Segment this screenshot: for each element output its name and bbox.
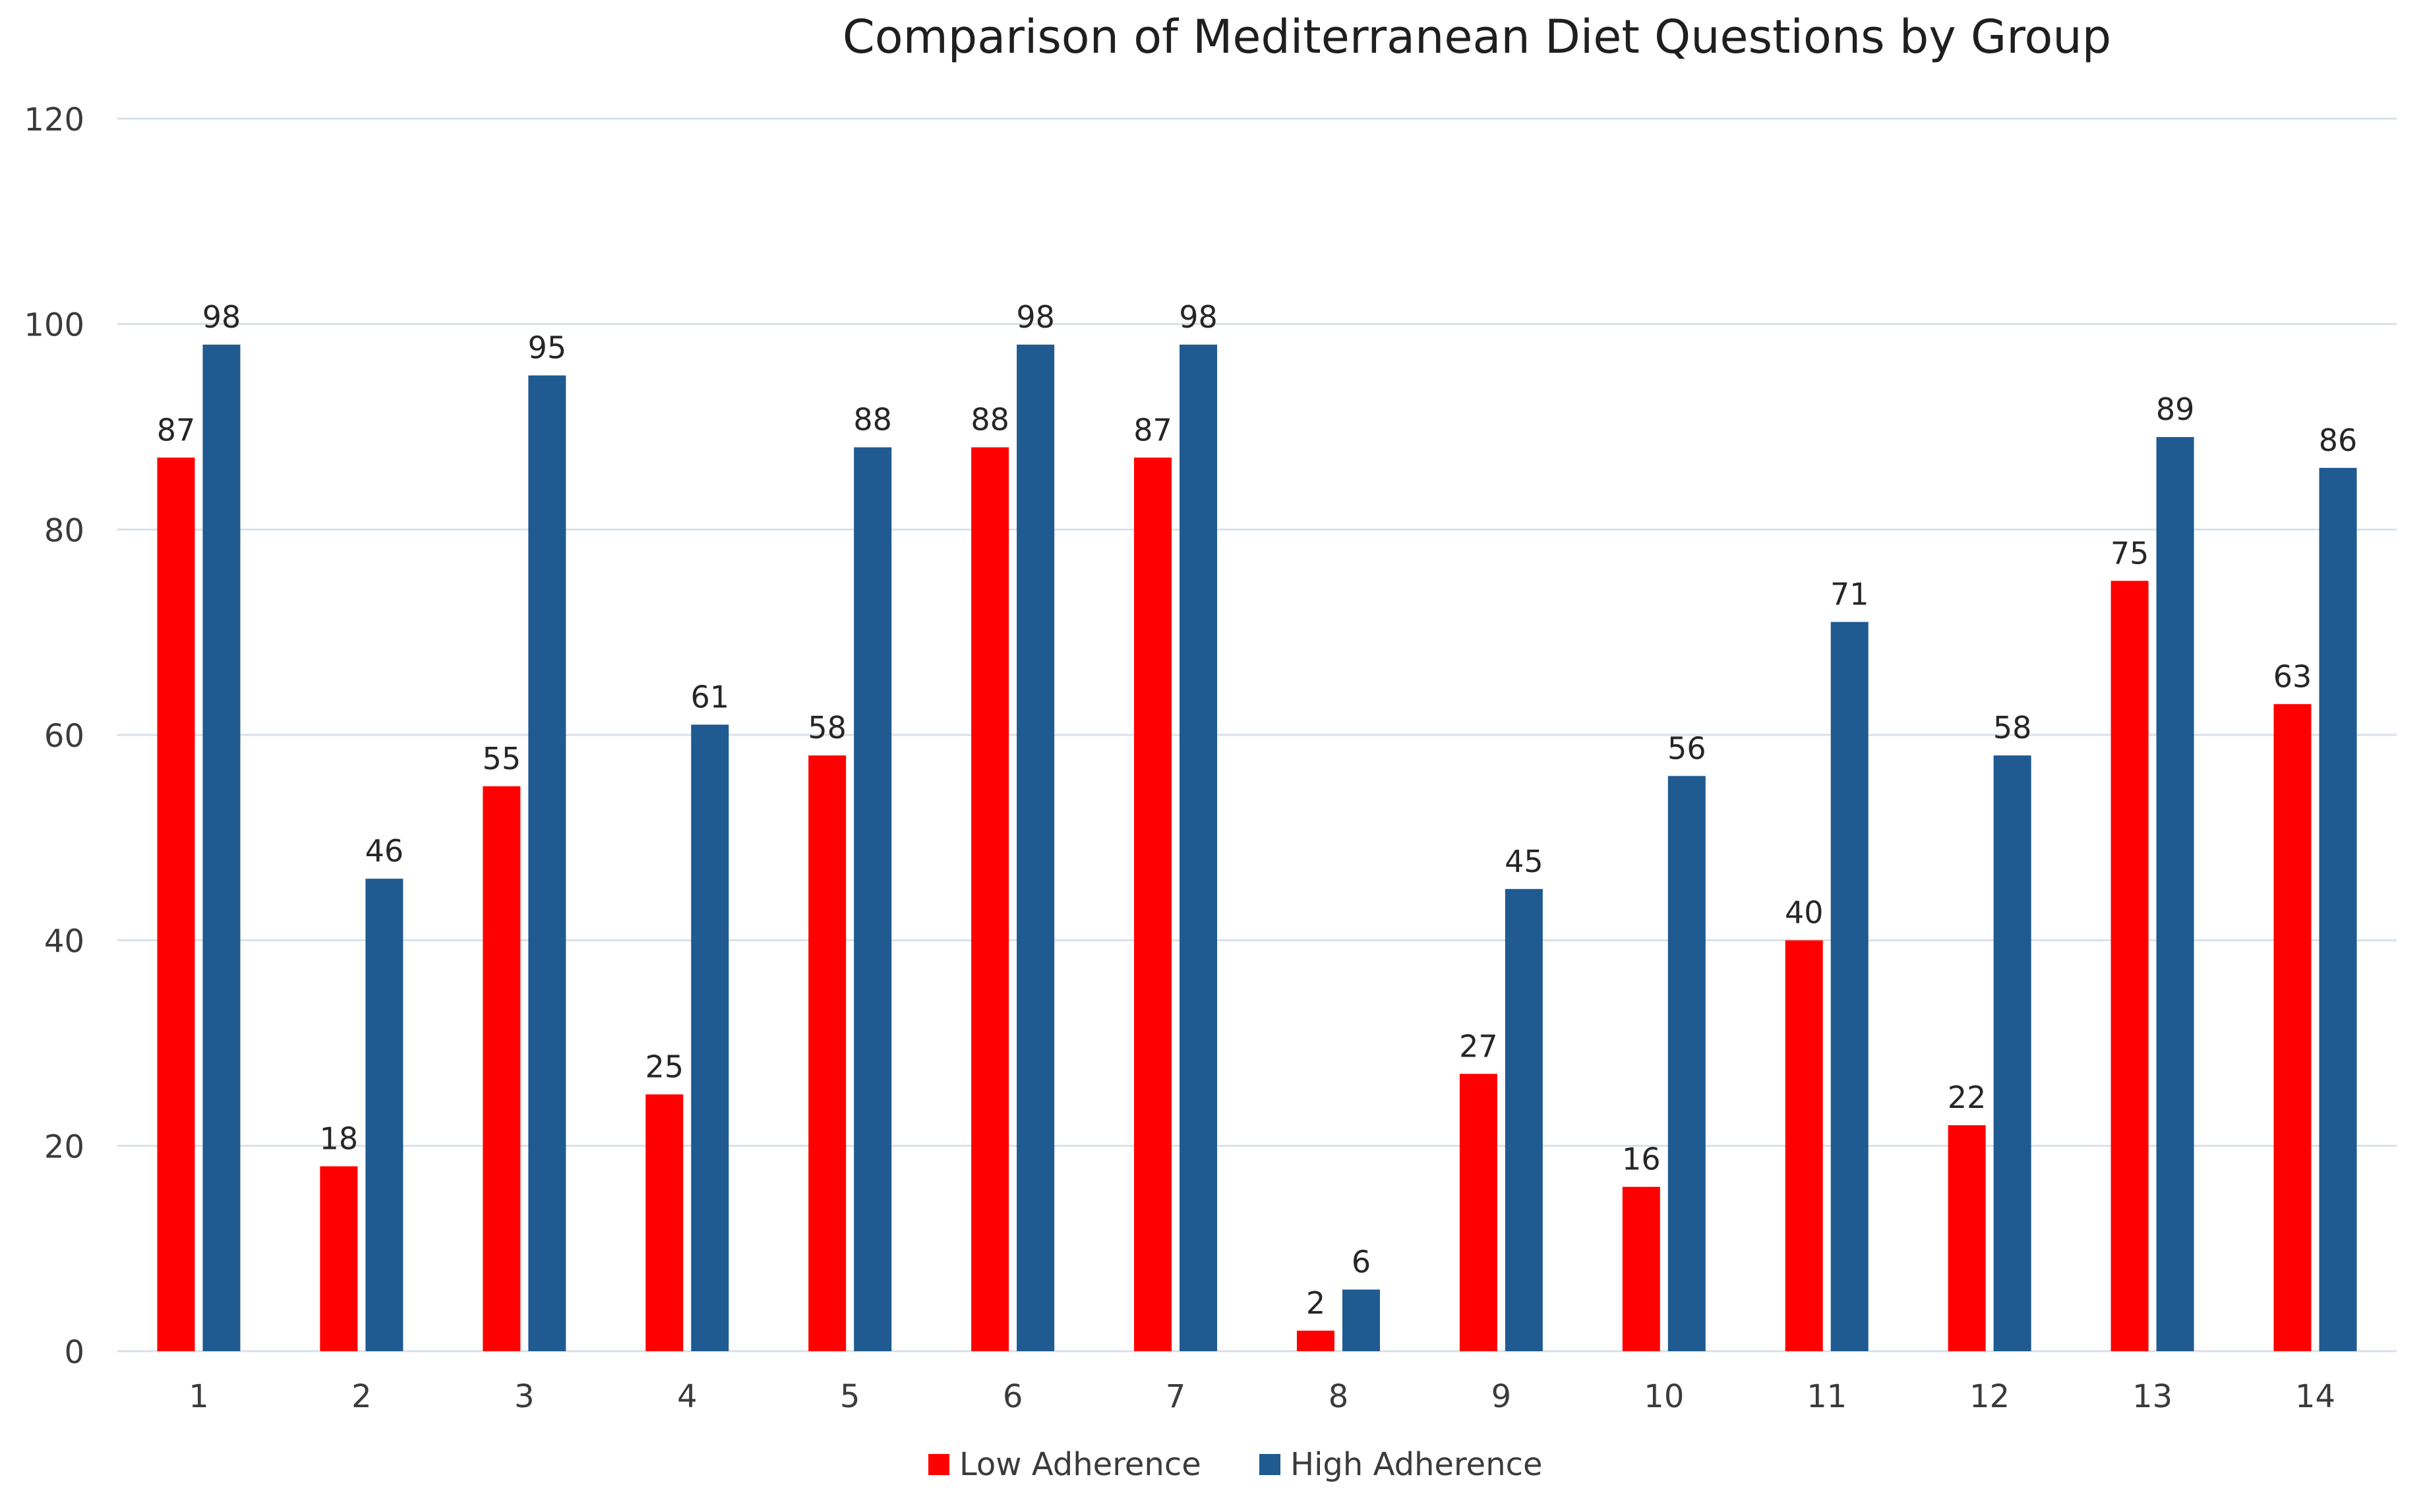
data-label: 40 <box>1785 895 1824 931</box>
bar-high-9 <box>1505 888 1543 1351</box>
bar-high-13 <box>2156 437 2194 1352</box>
data-label: 71 <box>1830 577 1869 612</box>
data-label: 45 <box>1505 844 1543 879</box>
y-axis-tick-labels: 0 20 40 60 80 100 120 <box>24 102 84 1371</box>
data-label: 98 <box>202 299 241 335</box>
legend: Low Adherence High Adherence <box>928 1446 1543 1483</box>
legend-swatch-low <box>928 1454 949 1475</box>
chart-title: Comparison of Mediterranean Diet Questio… <box>843 10 2111 64</box>
bar-high-10 <box>1667 776 1706 1351</box>
data-label: 86 <box>2319 422 2358 458</box>
data-label: 95 <box>528 330 567 366</box>
bar-low-5 <box>808 755 847 1351</box>
bar-low-7 <box>1134 457 1172 1351</box>
bar-high-12 <box>1993 755 2031 1351</box>
y-tick-label: 80 <box>44 512 84 549</box>
bar-low-2 <box>320 1166 358 1351</box>
data-label: 58 <box>1993 710 2032 745</box>
bar-high-4 <box>691 724 729 1351</box>
bars <box>157 344 2357 1352</box>
x-tick-label: 6 <box>1003 1378 1023 1415</box>
y-tick-label: 60 <box>44 718 84 755</box>
data-label: 63 <box>2273 658 2312 694</box>
bar-high-5 <box>854 447 892 1351</box>
x-tick-label: 14 <box>2295 1378 2335 1415</box>
data-label: 89 <box>2156 392 2195 427</box>
legend-label-high: High Adherence <box>1290 1446 1543 1483</box>
data-label: 58 <box>808 710 847 745</box>
y-tick-label: 20 <box>44 1128 84 1165</box>
x-tick-label: 12 <box>1969 1378 2010 1415</box>
data-label: 25 <box>645 1049 684 1084</box>
data-label: 87 <box>157 412 196 448</box>
x-tick-label: 13 <box>2132 1378 2172 1415</box>
data-label: 61 <box>690 679 729 714</box>
bar-low-4 <box>645 1094 684 1351</box>
data-label: 87 <box>1133 412 1172 448</box>
data-label: 18 <box>320 1121 359 1157</box>
y-tick-label: 0 <box>64 1334 84 1371</box>
data-label: 75 <box>2110 535 2149 571</box>
bar-low-10 <box>1622 1186 1660 1351</box>
x-tick-label: 3 <box>514 1378 535 1415</box>
data-label: 55 <box>483 741 522 776</box>
bar-low-13 <box>2110 581 2149 1351</box>
bar-low-14 <box>2273 704 2312 1351</box>
x-tick-label: 4 <box>677 1378 698 1415</box>
bar-low-9 <box>1459 1074 1497 1351</box>
bar-high-1 <box>202 344 241 1352</box>
legend-swatch-high <box>1259 1454 1280 1475</box>
bar-low-1 <box>157 457 195 1351</box>
x-tick-label: 11 <box>1807 1378 1847 1415</box>
data-label: 16 <box>1622 1142 1661 1177</box>
data-label: 98 <box>1179 299 1218 335</box>
x-tick-label: 7 <box>1166 1378 1186 1415</box>
bar-low-12 <box>1948 1125 1986 1351</box>
bar-high-14 <box>2319 467 2357 1352</box>
data-label: 27 <box>1459 1028 1498 1064</box>
x-tick-label: 10 <box>1644 1378 1684 1415</box>
x-tick-label: 5 <box>840 1378 860 1415</box>
x-tick-label: 1 <box>189 1378 209 1415</box>
x-tick-label: 8 <box>1329 1378 1349 1415</box>
y-tick-label: 120 <box>24 102 84 138</box>
data-label: 22 <box>1948 1080 1987 1115</box>
bar-high-11 <box>1830 622 1869 1352</box>
legend-label-low: Low Adherence <box>959 1446 1201 1483</box>
data-label: 46 <box>365 833 404 869</box>
y-tick-label: 100 <box>24 307 84 344</box>
data-label: 56 <box>1667 730 1706 766</box>
data-label: 98 <box>1016 299 1055 335</box>
data-label: 88 <box>853 402 892 438</box>
bar-low-11 <box>1785 940 1823 1351</box>
gridlines <box>117 117 2397 1352</box>
x-axis-tick-labels: 1 2 3 4 5 6 7 8 9 10 11 12 13 14 <box>189 1378 2335 1415</box>
y-tick-label: 40 <box>44 923 84 960</box>
bar-high-8 <box>1342 1289 1380 1351</box>
data-label: 6 <box>1352 1244 1371 1280</box>
data-label: 2 <box>1306 1285 1325 1321</box>
bar-high-2 <box>365 879 404 1351</box>
bar-low-3 <box>483 786 521 1351</box>
bar-low-6 <box>971 447 1009 1351</box>
bar-high-3 <box>528 375 566 1352</box>
data-labels: 87 98 18 46 55 95 25 61 58 88 88 98 87 98 26 27 45 16 56 40… <box>157 299 2358 1321</box>
bar-high-7 <box>1180 344 1218 1352</box>
x-tick-label: 2 <box>351 1378 372 1415</box>
bar-low-8 <box>1296 1330 1334 1351</box>
data-label: 88 <box>971 402 1009 438</box>
x-tick-label: 9 <box>1491 1378 1512 1415</box>
bar-high-6 <box>1017 344 1055 1352</box>
